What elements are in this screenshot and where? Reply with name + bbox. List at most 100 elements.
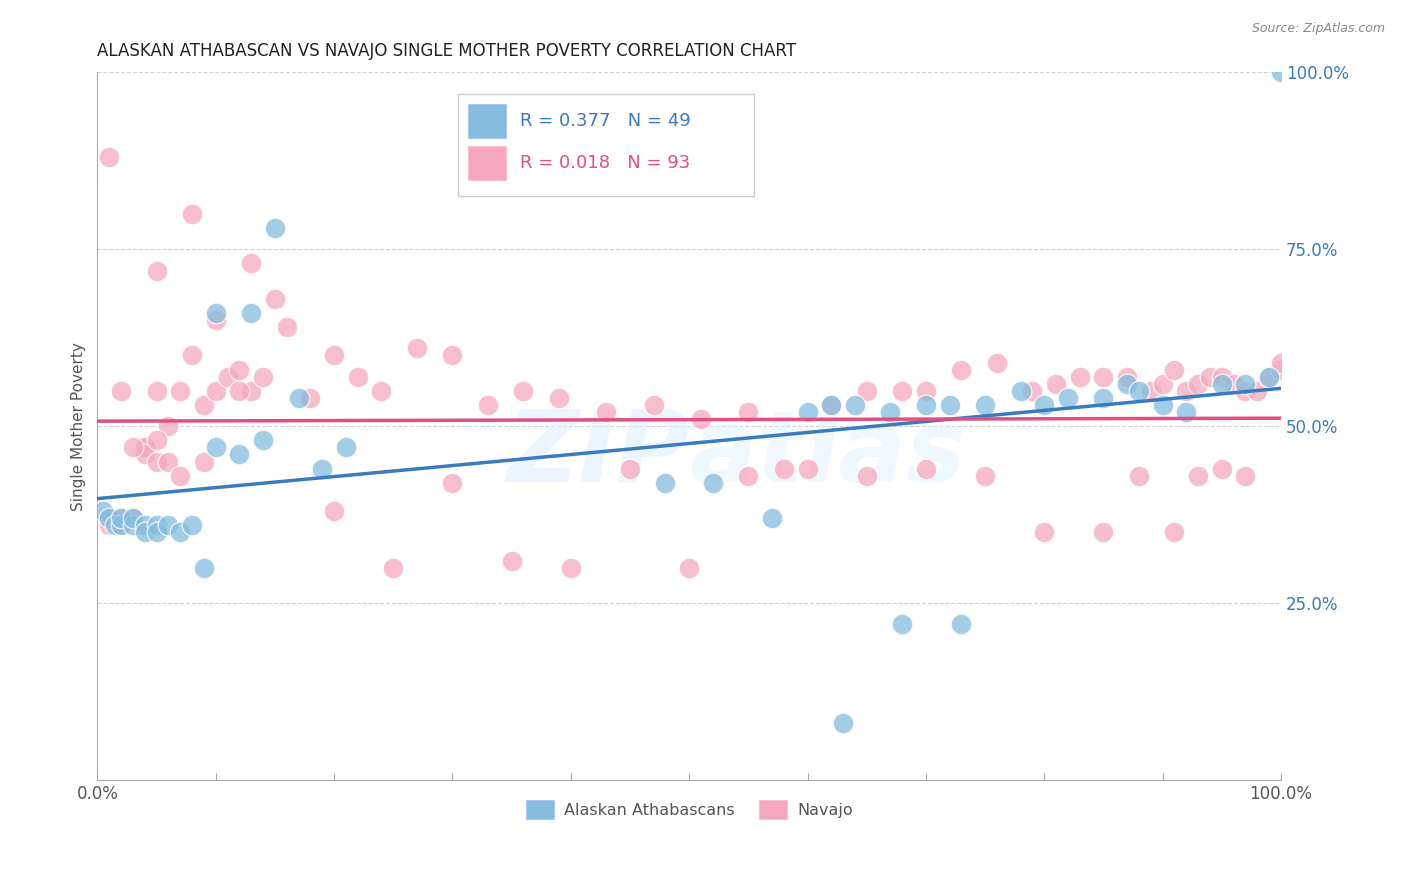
Point bbox=[512, 384, 534, 398]
Text: ZIP: ZIP bbox=[506, 406, 689, 503]
Point bbox=[145, 384, 167, 398]
Point bbox=[974, 468, 997, 483]
Point bbox=[1152, 376, 1174, 391]
Point bbox=[1116, 369, 1139, 384]
Point bbox=[121, 511, 143, 525]
Point bbox=[240, 384, 263, 398]
Point bbox=[157, 454, 180, 468]
Point bbox=[240, 306, 263, 320]
Point bbox=[950, 362, 973, 376]
Point bbox=[121, 511, 143, 525]
Point bbox=[382, 560, 405, 574]
Point bbox=[145, 518, 167, 533]
Point bbox=[98, 511, 121, 525]
Point bbox=[104, 518, 127, 533]
Point bbox=[855, 384, 877, 398]
Point bbox=[501, 553, 523, 567]
Point bbox=[217, 369, 239, 384]
Point bbox=[110, 511, 132, 525]
Point bbox=[157, 419, 180, 434]
Y-axis label: Single Mother Poverty: Single Mother Poverty bbox=[72, 342, 86, 510]
Point bbox=[311, 461, 333, 475]
Point bbox=[1163, 525, 1185, 540]
Point bbox=[110, 518, 132, 533]
Point bbox=[169, 468, 191, 483]
Point bbox=[169, 525, 191, 540]
FancyBboxPatch shape bbox=[458, 94, 754, 196]
Point bbox=[1211, 369, 1233, 384]
Point bbox=[1187, 468, 1209, 483]
Point bbox=[548, 391, 571, 405]
Point bbox=[228, 448, 250, 462]
Point bbox=[346, 369, 368, 384]
Point bbox=[204, 384, 226, 398]
Bar bbox=[468, 146, 506, 180]
Point bbox=[1152, 398, 1174, 412]
Point bbox=[252, 369, 274, 384]
Point bbox=[1069, 369, 1091, 384]
Point bbox=[276, 320, 298, 334]
Point bbox=[228, 384, 250, 398]
Point bbox=[264, 221, 287, 235]
Point bbox=[690, 412, 713, 426]
Point bbox=[1246, 384, 1268, 398]
Point bbox=[193, 398, 215, 412]
Point bbox=[1021, 384, 1043, 398]
Point bbox=[134, 525, 156, 540]
Point bbox=[820, 398, 842, 412]
Point bbox=[1163, 362, 1185, 376]
Point bbox=[145, 454, 167, 468]
Point bbox=[1199, 369, 1222, 384]
Point bbox=[1270, 355, 1292, 369]
Point bbox=[181, 518, 204, 533]
Point bbox=[193, 560, 215, 574]
Point bbox=[1234, 384, 1257, 398]
Point bbox=[228, 362, 250, 376]
Point bbox=[193, 454, 215, 468]
Point bbox=[938, 398, 960, 412]
Point bbox=[595, 405, 617, 419]
Point bbox=[761, 511, 783, 525]
Text: atlas: atlas bbox=[689, 406, 966, 503]
Point bbox=[820, 398, 842, 412]
Point bbox=[1222, 376, 1244, 391]
Point bbox=[181, 348, 204, 362]
Point bbox=[299, 391, 322, 405]
Point bbox=[1045, 376, 1067, 391]
Point bbox=[1175, 384, 1198, 398]
Point bbox=[1175, 405, 1198, 419]
Point bbox=[1211, 461, 1233, 475]
Point bbox=[1139, 384, 1161, 398]
Point bbox=[240, 256, 263, 270]
Point bbox=[560, 560, 582, 574]
Point bbox=[134, 448, 156, 462]
Point bbox=[1234, 376, 1257, 391]
Point bbox=[1270, 362, 1292, 376]
Point bbox=[832, 716, 855, 731]
Point bbox=[915, 398, 938, 412]
Point bbox=[654, 475, 676, 490]
Point bbox=[772, 461, 794, 475]
Point bbox=[986, 355, 1008, 369]
Point bbox=[121, 441, 143, 455]
Point bbox=[702, 475, 724, 490]
Point bbox=[323, 348, 346, 362]
Text: ALASKAN ATHABASCAN VS NAVAJO SINGLE MOTHER POVERTY CORRELATION CHART: ALASKAN ATHABASCAN VS NAVAJO SINGLE MOTH… bbox=[97, 42, 796, 60]
Point bbox=[441, 348, 464, 362]
Point bbox=[950, 617, 973, 632]
Point bbox=[287, 391, 309, 405]
Point bbox=[1128, 384, 1150, 398]
Point bbox=[1033, 398, 1056, 412]
Point bbox=[406, 342, 429, 356]
Point bbox=[134, 518, 156, 533]
Text: R = 0.018   N = 93: R = 0.018 N = 93 bbox=[520, 154, 690, 172]
Point bbox=[855, 468, 877, 483]
Point bbox=[1010, 384, 1032, 398]
Point bbox=[145, 434, 167, 448]
Point bbox=[1258, 369, 1281, 384]
Point bbox=[134, 441, 156, 455]
Point bbox=[796, 461, 818, 475]
Point bbox=[121, 511, 143, 525]
Point bbox=[252, 434, 274, 448]
Legend: Alaskan Athabascans, Navajo: Alaskan Athabascans, Navajo bbox=[519, 794, 859, 825]
